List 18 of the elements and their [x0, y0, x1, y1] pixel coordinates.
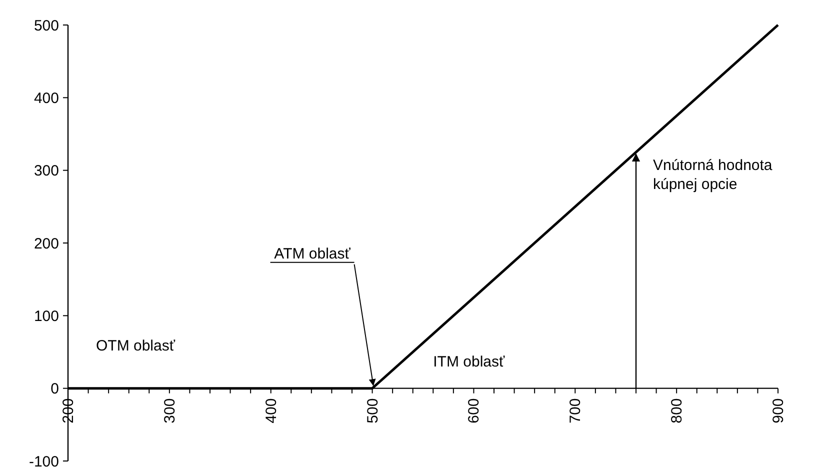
- y-tick-label: 300: [34, 162, 59, 180]
- x-tick-label: 600: [466, 398, 483, 424]
- x-tick-label: 500: [364, 398, 382, 424]
- annotation: ITM oblasť: [433, 353, 505, 370]
- x-tick-label: 700: [567, 398, 584, 424]
- y-tick-label: 0: [50, 380, 59, 398]
- annotation: ATM oblasť: [274, 245, 351, 262]
- x-tick-label: 800: [668, 398, 686, 424]
- annotation: OTM oblasť: [96, 337, 176, 354]
- y-tick-label: 100: [34, 308, 59, 325]
- y-tick-label: 400: [34, 90, 59, 107]
- x-tick-label: 900: [770, 398, 787, 424]
- x-tick-label: 400: [262, 398, 280, 424]
- y-tick-label: 200: [34, 235, 59, 252]
- y-tick-label: 500: [34, 17, 59, 34]
- y-tick-label: -100: [28, 453, 59, 470]
- annotation: Vnútorná hodnota kúpnej opcie: [653, 157, 773, 194]
- x-tick-label: 300: [161, 398, 178, 424]
